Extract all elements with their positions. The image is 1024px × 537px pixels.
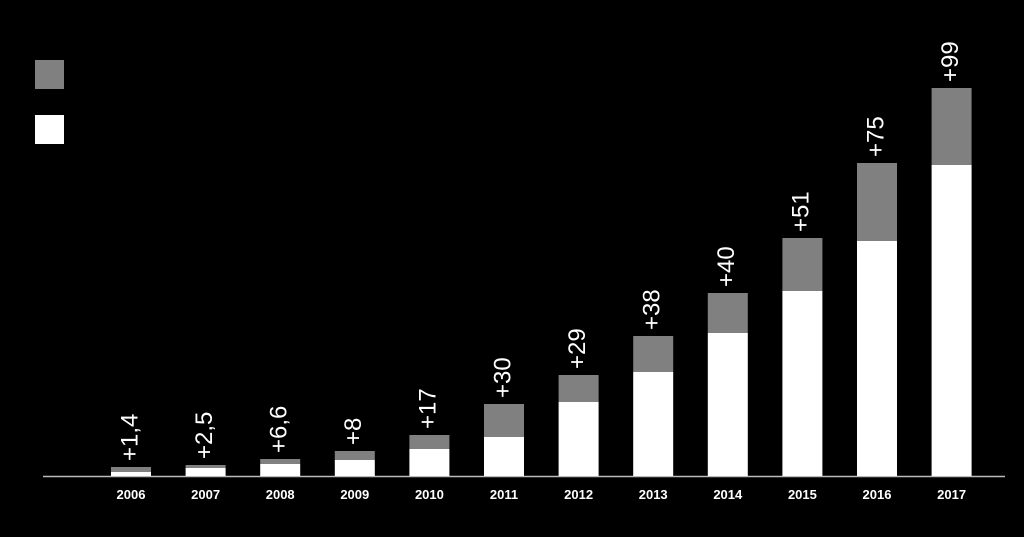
bar-segment	[409, 435, 450, 449]
value-label: +17	[415, 388, 442, 429]
bar-segment	[931, 165, 972, 476]
value-label: +29	[564, 328, 591, 369]
x-tick-label: 2008	[266, 487, 295, 502]
bar-segment	[707, 293, 748, 333]
bar-segment	[111, 467, 151, 472]
x-tick-label: 2006	[117, 487, 146, 502]
bar-segment	[931, 88, 972, 165]
value-label: +51	[788, 191, 815, 232]
bar-segment	[782, 238, 823, 291]
bar-segment	[484, 437, 524, 476]
bar-segment	[484, 404, 524, 437]
value-label: +30	[489, 357, 516, 398]
bar-segment	[782, 291, 823, 476]
x-tick-label: 2016	[863, 487, 892, 502]
bar-segment	[633, 372, 674, 476]
value-label: +99	[937, 41, 964, 82]
value-label: +6,6	[266, 406, 293, 453]
bar-segment	[857, 241, 897, 476]
bar-segment	[409, 449, 450, 476]
value-label: +40	[713, 246, 740, 287]
bar-segment	[857, 163, 897, 241]
x-tick-label: 2010	[415, 487, 444, 502]
x-tick-label: 2011	[490, 487, 518, 502]
bar-segment	[558, 402, 599, 476]
x-tick-label: 2015	[788, 487, 817, 502]
bar-segment	[260, 464, 301, 476]
value-label: +75	[862, 116, 889, 157]
x-tick-label: 2009	[340, 487, 369, 502]
bar-segment	[185, 465, 226, 468]
x-tick-label: 2017	[937, 487, 966, 502]
bar-segment	[260, 459, 301, 464]
bar-segment	[111, 472, 151, 476]
value-label: +1,4	[116, 414, 143, 461]
x-tick-label: 2013	[639, 487, 668, 502]
value-label: +2,5	[191, 412, 218, 459]
bar-segment	[707, 333, 748, 476]
x-tick-label: 2012	[564, 487, 593, 502]
bar-segment	[334, 451, 375, 460]
legend-swatch	[35, 115, 64, 144]
bar-segment	[185, 468, 226, 476]
x-tick-label: 2014	[713, 487, 743, 502]
value-label: +8	[340, 418, 367, 445]
bar-segment	[334, 460, 375, 476]
value-label: +38	[639, 289, 666, 330]
x-tick-label: 2007	[191, 487, 220, 502]
bar-segment	[558, 375, 599, 402]
legend-swatch	[35, 60, 64, 89]
bar-segment	[633, 336, 674, 372]
